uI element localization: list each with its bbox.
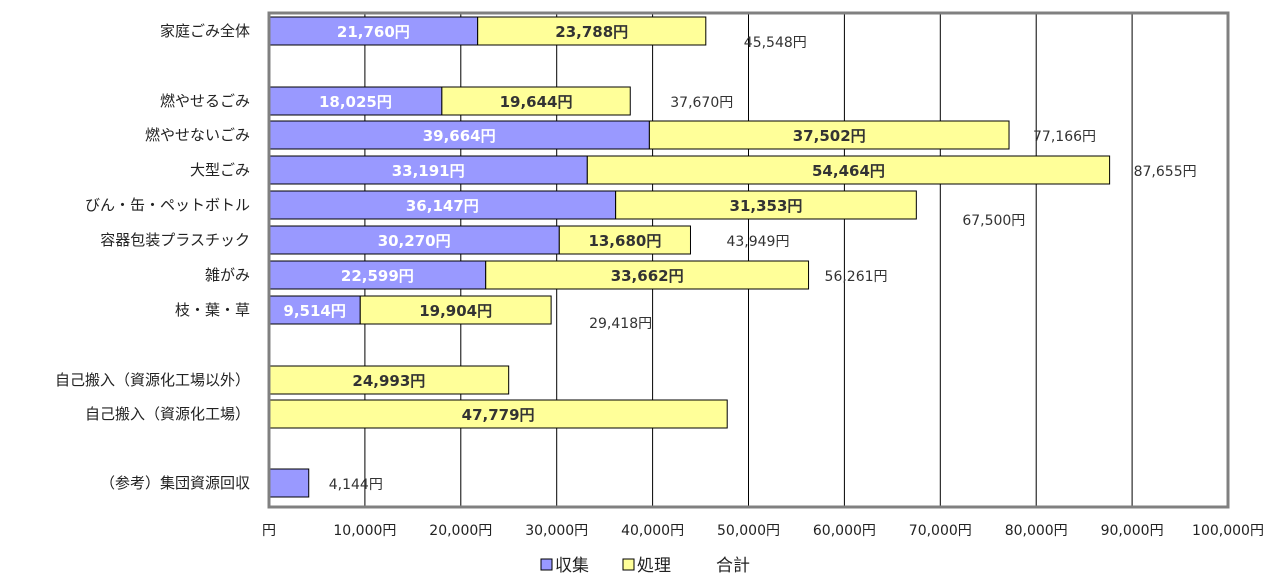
bar-process [615,190,917,220]
bar-label-process: 33,662円 [611,267,684,285]
bar-process [586,155,1111,185]
x-tick-label: 50,000円 [717,523,780,539]
total-label: 77,166円 [1033,129,1096,145]
x-tick-label: 60,000円 [813,523,876,539]
bar-label-process: 31,353円 [730,197,803,215]
bar-collect [268,468,310,498]
legend-collect-label: 収集 [555,556,589,576]
bar-label-process: 19,644円 [500,93,573,111]
bar-process [485,260,810,290]
bar-label-collect: 36,147円 [406,197,479,215]
bar-process [648,120,1010,150]
x-axis-tick-labels: 円 10,000円 20,000円 30,000円 40,000円 50,000円 60,0… [262,523,1264,539]
category-label: 自己搬入（資源化工場以外） [55,371,250,389]
bar-collect [268,155,588,185]
total-label: 87,655円 [1134,164,1197,180]
total-label: 37,670円 [670,95,733,111]
bar-label-process: 47,779円 [462,406,535,424]
category-label: 自己搬入（資源化工場） [85,405,250,423]
x-tick-label: 70,000円 [909,523,972,539]
bar-process [359,295,552,325]
total-label: 43,949円 [726,234,789,250]
plot-area-frame [267,11,1230,509]
category-label: 大型ごみ [190,161,250,179]
bar-process [558,225,691,255]
x-tick-label: 20,000円 [429,523,492,539]
bar-label-process: 13,680円 [588,232,661,250]
x-tick-label: 80,000円 [1005,523,1068,539]
legend-process-label: 処理 [637,556,671,576]
total-label: 4,144円 [329,477,383,493]
bar-label-collect: 30,270円 [378,232,451,250]
bar-label-collect: 39,664円 [423,127,496,145]
total-label: 56,261円 [825,269,888,285]
legend-collect-swatch [540,558,553,571]
legend-total-label: 合計 [716,556,750,576]
bar-label-collect: 18,025円 [319,93,392,111]
category-label: 家庭ごみ全体 [160,22,250,40]
category-labels: 家庭ごみ全体燃やせるごみ燃やせないごみ大型ごみびん・缶・ペットボトル容器包装プラ… [55,22,250,492]
bar-collect [268,120,650,150]
total-label: 67,500円 [962,213,1025,229]
bar-process [441,86,631,116]
legend-process-swatch [622,558,635,571]
x-tick-label: 円 [262,523,276,539]
category-label: 燃やせるごみ [160,92,250,110]
bar-label-process: 23,788円 [555,23,628,41]
category-label: 枝・葉・草 [175,301,250,319]
legend: 収集 処理 合計 [540,556,750,576]
x-tick-label: 10,000円 [333,523,396,539]
bar-collect [268,86,443,116]
bar-collect [268,295,361,325]
total-label: 45,548円 [744,35,807,51]
bar-label-collect: 33,191円 [392,162,465,180]
category-label: 容器包装プラスチック [100,231,250,249]
x-tick-label: 40,000円 [621,523,684,539]
bar-label-collect: 21,760円 [337,23,410,41]
bar-process [268,365,510,395]
x-tick-label: 30,000円 [525,523,588,539]
bar-collect [268,225,560,255]
bars [268,16,1111,498]
bar-process [477,16,707,46]
bar-label-collect: 22,599円 [341,267,414,285]
bar-label-process: 37,502円 [793,127,866,145]
bar-label-process: 24,993円 [352,372,425,390]
category-label: （参考）集団資源回収 [100,474,250,492]
bar-process [268,399,728,429]
total-labels: 45,548円 37,670円 77,166円 87,655円 67,500円 43,94… [329,35,1197,493]
bar-label-collect: 9,514円 [283,302,345,320]
category-label: びん・缶・ペットボトル [85,196,250,214]
bar-label-process: 54,464円 [812,162,885,180]
category-label: 雑がみ [205,266,250,284]
x-tick-label: 100,000円 [1192,523,1264,539]
x-tick-label: 90,000円 [1101,523,1164,539]
category-label: 燃やせないごみ [145,126,250,144]
total-label: 29,418円 [589,316,652,332]
bar-label-process: 19,904円 [419,302,492,320]
